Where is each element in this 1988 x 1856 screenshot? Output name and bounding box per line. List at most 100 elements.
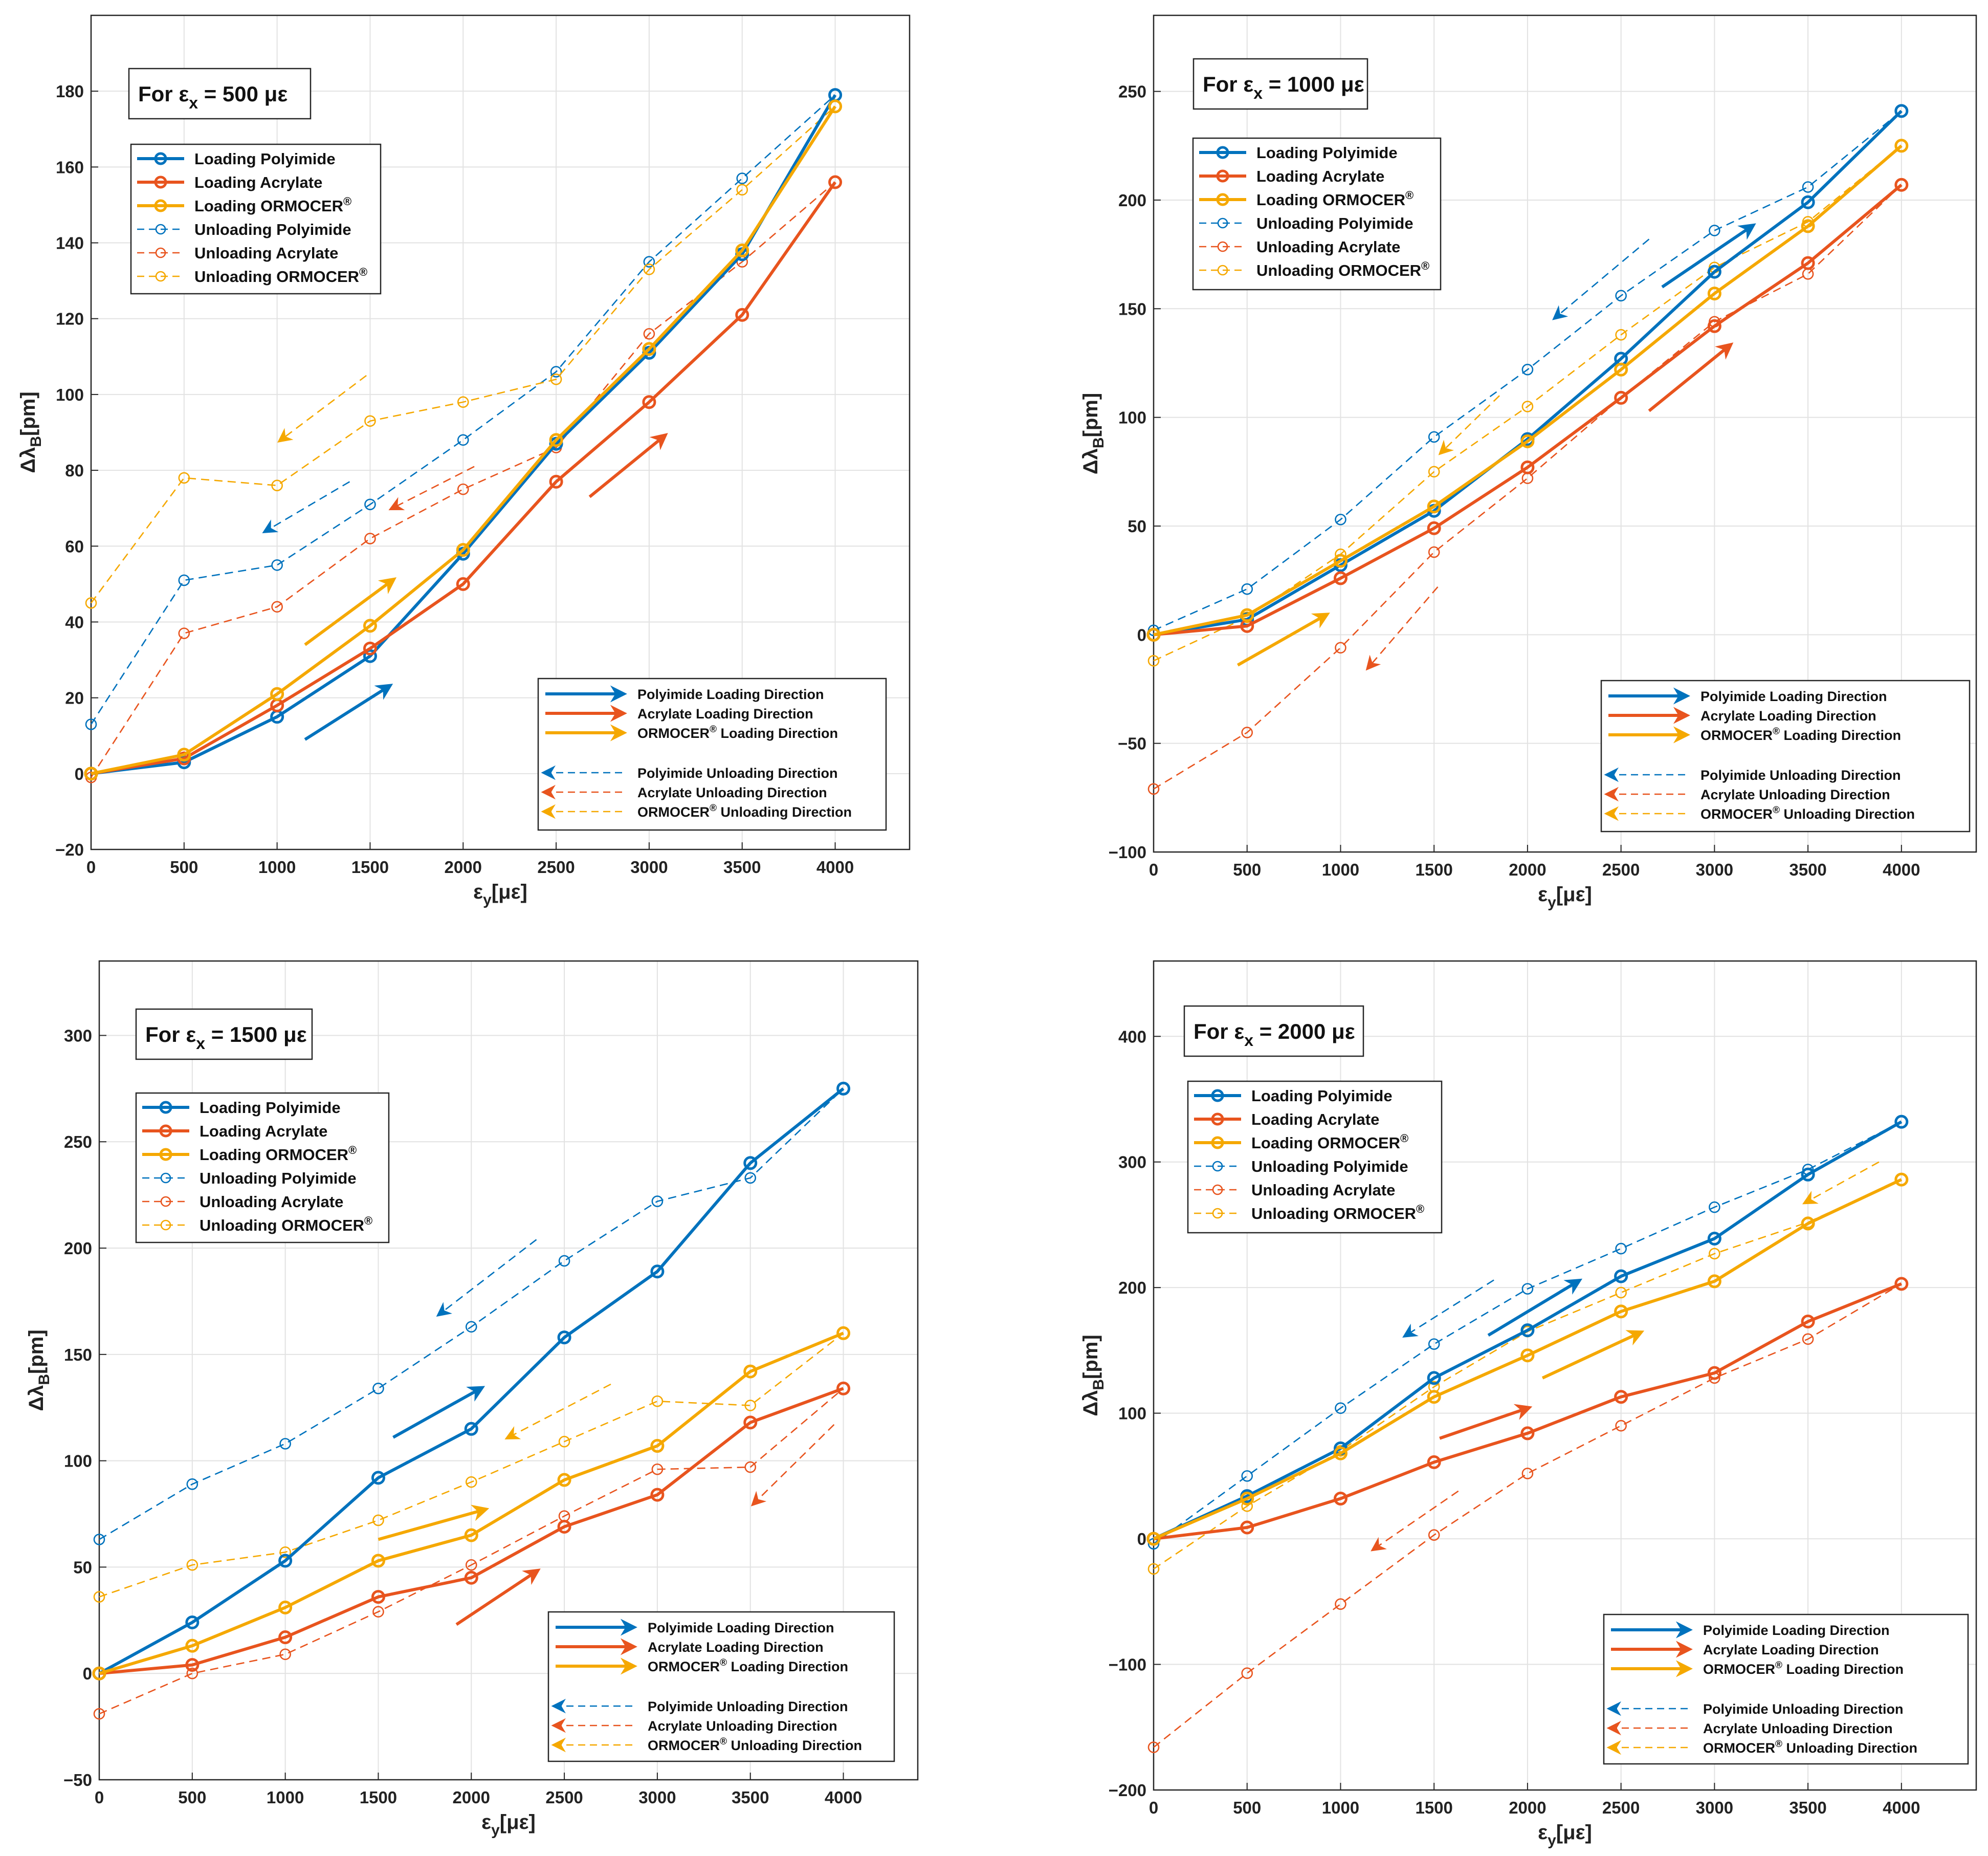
y-axis-label: ΔλB[pm]: [1079, 1335, 1107, 1416]
direction-arrow-loading-acrylate: [455, 1568, 541, 1626]
data-point: [1521, 1283, 1534, 1295]
x-tick-label: 1500: [1415, 1798, 1452, 1817]
direction-legend-item-unloading-ormocer: ORMOCER® Unloading Direction: [551, 1736, 862, 1753]
x-tick-label: 2000: [445, 858, 482, 877]
y-tick-label: 0: [75, 765, 84, 783]
legend-item-loading-ormocer: Loading ORMOCER®: [137, 195, 351, 215]
legend-swatch-marker: [159, 1148, 172, 1161]
legend-item-unloading-acrylate: Unloading Acrylate: [1199, 238, 1400, 256]
series-line: [90, 105, 836, 604]
direction-label: Acrylate Unloading Direction: [637, 785, 827, 800]
data-point: [371, 1471, 385, 1485]
data-point: [1521, 363, 1534, 376]
legend-label: Unloading ORMOCER®: [194, 266, 367, 286]
data-point: [185, 1615, 200, 1629]
axes-box: [1153, 14, 1977, 853]
series-line: [90, 94, 836, 725]
data-point: [1241, 1470, 1253, 1482]
data-point: [1428, 466, 1440, 478]
legend-item-loading-polyimide: Loading Polyimide: [1194, 1087, 1393, 1105]
y-tick-label: 400: [1118, 1027, 1146, 1046]
data-point: [93, 1534, 105, 1545]
legend-item-unloading-acrylate: Unloading Acrylate: [142, 1193, 343, 1211]
data-point: [557, 1473, 571, 1487]
data-point: [177, 748, 191, 762]
data-point: [371, 1590, 385, 1604]
y-tick-label: −200: [1109, 1781, 1146, 1800]
direction-legend-box: [1600, 680, 1971, 833]
x-tick-label: 500: [178, 1788, 206, 1807]
data-point: [465, 1476, 477, 1488]
chart-title: For εx = 1000 με: [1203, 72, 1364, 102]
x-tick-label: 4000: [1883, 1798, 1920, 1817]
y-tick-label: −20: [55, 840, 84, 859]
direction-arrow-unloading-acrylate: [1365, 586, 1439, 671]
series-loading-acrylate: [92, 1381, 851, 1680]
data-point: [1615, 1420, 1627, 1432]
axes-box: [98, 960, 919, 1781]
series-line: [1153, 144, 1903, 637]
legend: Loading Polyimide Loading Acrylate Loading…: [130, 143, 382, 295]
x-tick-label: 500: [170, 858, 198, 877]
y-tick-label: 50: [1128, 517, 1146, 536]
data-point: [643, 328, 655, 340]
data-point: [364, 533, 376, 544]
legend-swatch-marker: [160, 1196, 171, 1207]
direction-label: Acrylate Unloading Direction: [1700, 787, 1890, 802]
series-unloading-acrylate: [1147, 179, 1908, 795]
direction-arrow-unloading-polyimide: [1402, 1279, 1494, 1338]
legend-swatch-marker: [1211, 1112, 1224, 1126]
data-point: [1335, 1598, 1346, 1610]
x-axis-label: εy[με]: [1538, 1821, 1592, 1849]
direction-arrow-unloading-acrylate: [1371, 1490, 1459, 1552]
series-line: [1153, 183, 1903, 637]
y-tick-label: 0: [1137, 625, 1146, 644]
data-point: [1146, 627, 1161, 642]
legend-label: Unloading ORMOCER®: [1256, 259, 1429, 279]
direction-label: Polyimide Loading Direction: [1700, 689, 1887, 704]
y-tick-label: 20: [65, 689, 84, 708]
data-point: [1615, 329, 1627, 341]
y-tick-label: 200: [64, 1239, 92, 1258]
data-point: [186, 1478, 198, 1490]
data-point: [278, 1554, 293, 1568]
x-tick-label: 3000: [1696, 1798, 1733, 1817]
y-tick-label: 80: [65, 461, 84, 480]
legend-swatch-marker: [1217, 217, 1228, 229]
data-point: [1615, 1242, 1627, 1255]
direction-legend-item-loading-polyimide: Polyimide Loading Direction: [1608, 687, 1887, 705]
direction-arrow-unloading-ormocer: [1438, 395, 1500, 455]
data-point: [1614, 362, 1628, 377]
data-point: [549, 433, 563, 447]
direction-legend-item-loading-ormocer: ORMOCER® Loading Direction: [545, 724, 838, 741]
data-point: [650, 1439, 665, 1453]
x-tick-label: 500: [1233, 1798, 1261, 1817]
data-point: [1335, 513, 1346, 526]
data-point: [1147, 783, 1160, 795]
data-point: [1520, 1426, 1535, 1440]
series-line: [91, 105, 837, 775]
data-point: [1240, 608, 1254, 622]
direction-legend-item-loading-ormocer: ORMOCER® Loading Direction: [556, 1657, 848, 1675]
series-loading-ormocer: [84, 99, 843, 781]
legend-swatch-marker: [154, 176, 167, 189]
x-tick-label: 1500: [1415, 860, 1452, 879]
legend-label: Loading Acrylate: [1251, 1110, 1379, 1128]
direction-legend-item-unloading-acrylate: Acrylate Unloading Direction: [1604, 787, 1890, 802]
legend-label: Loading Acrylate: [200, 1122, 327, 1140]
x-tick-label: 2000: [1509, 860, 1546, 879]
data-point: [178, 574, 190, 586]
legend-swatch-marker: [1211, 1136, 1224, 1149]
direction-label: ORMOCER® Unloading Direction: [1703, 1739, 1917, 1756]
direction-arrow-loading-polyimide: [392, 1386, 485, 1439]
direction-label: Polyimide Loading Direction: [1703, 1623, 1890, 1638]
data-point: [1801, 1216, 1815, 1231]
legend-swatch-marker: [155, 224, 166, 235]
x-tick-label: 2500: [1602, 1798, 1640, 1817]
direction-label: ORMOCER® Unloading Direction: [637, 803, 852, 820]
data-point: [1520, 434, 1535, 448]
chart-panel-3: 0 500 1000 1500 2000 2500 3000 3500 4000−5005010…: [25, 960, 919, 1839]
data-point: [1707, 1274, 1721, 1289]
direction-legend-item-unloading-polyimide: Polyimide Unloading Direction: [541, 765, 838, 781]
series-line: [1153, 184, 1902, 790]
